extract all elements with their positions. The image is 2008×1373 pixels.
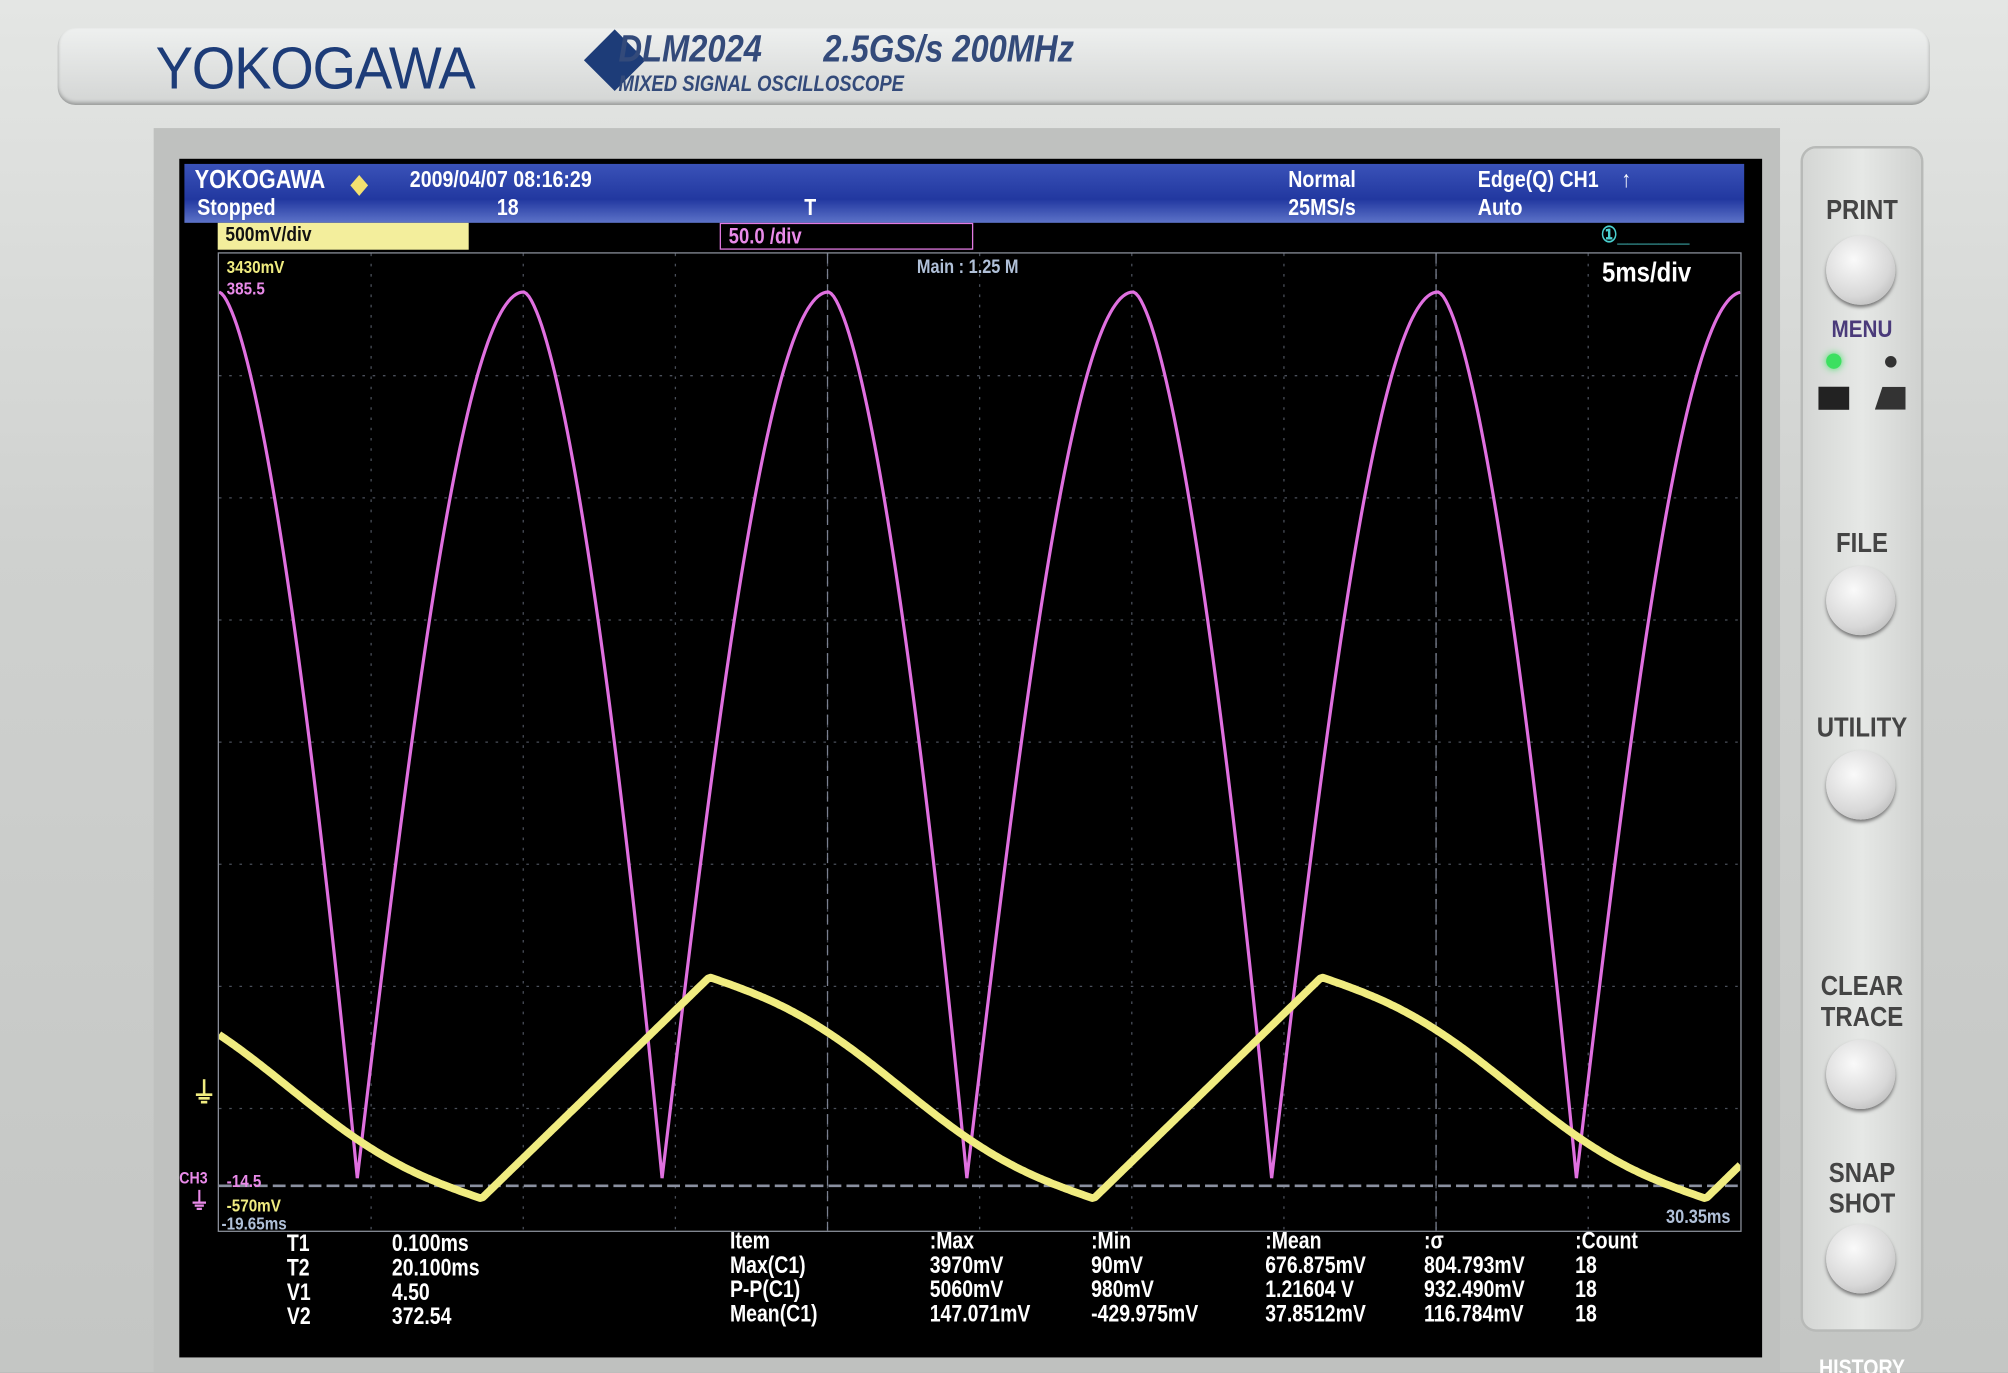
waveform-display <box>218 253 1741 1231</box>
folder-icon <box>1818 386 1850 410</box>
ch3-top-value: 385.5 <box>226 277 265 299</box>
yokogawa-logo: YOKOGAWA <box>155 34 476 102</box>
status-led-off <box>1885 356 1897 368</box>
menu-label: MENU <box>1831 316 1893 344</box>
print-label: PRINT <box>1826 193 1898 226</box>
model-name: DLM2024 <box>618 28 762 71</box>
measurement-panel: T1 0.100ms T2 20.100ms V1 4.50 V2 372.54 Item :Ma… <box>179 1229 1762 1357</box>
rising-edge-icon: ↑ <box>1621 166 1632 193</box>
ch3-waveform <box>218 290 1741 1179</box>
button-panel: PRINT MENU FILE UTILITY CLEAR TRACE SNAP… <box>1803 148 1921 1330</box>
trigger-position-icon: T <box>804 194 817 221</box>
stats-cell: P-P(C1) <box>729 1276 801 1304</box>
ch3-scale-box[interactable]: 50.0 /div <box>719 222 974 250</box>
trigger-mode: Auto <box>1477 194 1523 221</box>
stats-cell: 37.8512mV <box>1265 1301 1366 1328</box>
stats-cell: 5060mV <box>929 1276 1004 1304</box>
file-button[interactable] <box>1826 566 1896 636</box>
ch1-ground-marker-icon: ⏚ <box>192 1076 217 1109</box>
stats-cell: 18 <box>1575 1276 1597 1304</box>
acquisition-count: 18 <box>496 194 519 221</box>
ch3-tag: CH3 <box>179 1167 208 1188</box>
shot-label: SHOT <box>1828 1187 1896 1220</box>
stats-cell: 90mV <box>1091 1252 1144 1280</box>
ch1-bottom-value: -570mV <box>226 1194 281 1216</box>
waveform-grid: 3430mV 385.5 Main : 1.25 M 5ms/div -14.5… <box>217 252 1742 1234</box>
stats-cell: 18 <box>1575 1301 1597 1328</box>
history-label: HISTORY <box>1818 1354 1905 1373</box>
utility-button[interactable] <box>1826 750 1896 820</box>
datetime: 2009/04/07 08:16:29 <box>409 166 592 193</box>
model-subtitle: MIXED SIGNAL OSCILLOSCOPE <box>618 71 905 97</box>
print-button[interactable] <box>1826 235 1896 305</box>
status-led-green <box>1826 353 1842 369</box>
cursor-value: 20.100ms <box>391 1254 480 1282</box>
acq-mode: Normal <box>1288 166 1356 193</box>
stats-cell: 804.793mV <box>1424 1252 1525 1280</box>
clear-label: CLEAR <box>1820 969 1904 1002</box>
utility-label: UTILITY <box>1816 710 1908 743</box>
stats-cell: Max(C1) <box>729 1252 806 1280</box>
clear-trace-button[interactable] <box>1826 1039 1896 1109</box>
stats-cell: 980mV <box>1091 1276 1154 1304</box>
ch3-scale: 50.0 /div <box>728 224 802 249</box>
time-end: 30.35ms <box>1666 1206 1731 1229</box>
cursor-value: 4.50 <box>391 1279 430 1307</box>
scope-screen: YOKOGAWA ◆ 2009/04/07 08:16:29 Stopped 1… <box>179 158 1763 1358</box>
ch1-waveform <box>218 973 1741 1202</box>
stats-header: :σ <box>1424 1228 1444 1255</box>
stats-header: Item <box>729 1228 770 1255</box>
stats-cell: 18 <box>1575 1252 1597 1280</box>
run-state: Stopped <box>197 194 276 221</box>
stats-cell: 147.071mV <box>929 1301 1031 1328</box>
stats-cell: 932.490mV <box>1424 1276 1525 1304</box>
cursor-value: 372.54 <box>391 1303 452 1331</box>
stats-cell: 116.784mV <box>1424 1301 1524 1328</box>
cursor-value: 0.100ms <box>391 1230 469 1258</box>
cursor-name: V2 <box>286 1303 311 1331</box>
cursor-name: T1 <box>286 1230 310 1258</box>
model-spec: 2.5GS/s 200MHz <box>823 28 1074 71</box>
printer-icon <box>1874 386 1906 410</box>
screen-brand: YOKOGAWA <box>194 166 326 195</box>
ch3-ground-marker-icon: ⏚ <box>189 1188 210 1215</box>
cursor-indicator: ①_______ <box>1600 222 1690 248</box>
status-header: YOKOGAWA ◆ 2009/04/07 08:16:29 Stopped 1… <box>184 163 1745 223</box>
sample-rate: 25MS/s <box>1288 194 1356 221</box>
stats-header: :Min <box>1091 1228 1132 1255</box>
trace-label: TRACE <box>1820 1000 1904 1033</box>
cursor-name: T2 <box>286 1254 310 1282</box>
ch3-bottom-value: -14.5 <box>226 1170 262 1191</box>
trigger-type: Edge(Q) CH1 <box>1477 166 1599 193</box>
stats-header: :Mean <box>1265 1228 1322 1255</box>
stats-cell: 1.21604 V <box>1265 1276 1354 1304</box>
time-start: -19.65ms <box>221 1212 287 1234</box>
brand-diamond-icon: ◆ <box>350 170 368 199</box>
brand-bar: YOKOGAWA DLM2024 2.5GS/s 200MHz MIXED SI… <box>57 28 1930 106</box>
stats-header: :Count <box>1575 1228 1638 1255</box>
timebase[interactable]: 5ms/div <box>1602 256 1692 289</box>
file-label: FILE <box>1836 526 1888 559</box>
stats-cell: -429.975mV <box>1091 1301 1199 1328</box>
ch1-scale-box[interactable]: 500mV/div <box>217 222 469 250</box>
stats-header: :Max <box>929 1228 975 1255</box>
ch1-top-value: 3430mV <box>226 256 285 277</box>
snap-shot-button[interactable] <box>1826 1224 1896 1294</box>
stats-cell: 676.875mV <box>1265 1252 1366 1280</box>
ch1-scale: 500mV/div <box>225 224 312 246</box>
stats-cell: 3970mV <box>929 1252 1004 1280</box>
cursor-name: V1 <box>286 1279 311 1307</box>
snap-label: SNAP <box>1828 1156 1896 1189</box>
stats-cell: Mean(C1) <box>729 1301 818 1328</box>
main-record-length: Main : 1.25 M <box>916 256 1019 278</box>
